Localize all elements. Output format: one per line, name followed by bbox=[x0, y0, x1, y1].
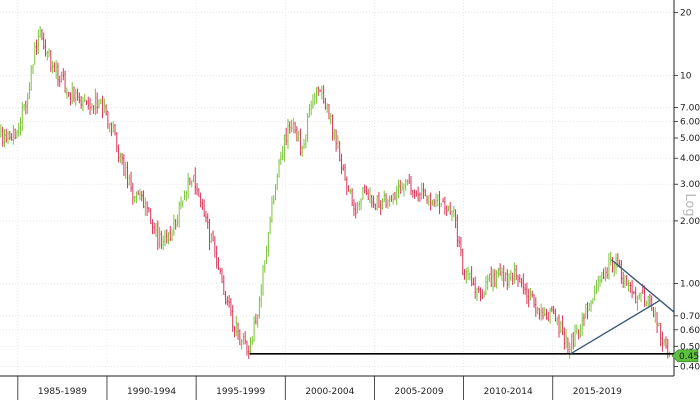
y-tick-label: 20 bbox=[680, 9, 692, 19]
trendline bbox=[570, 299, 661, 355]
last-price-label: 0.45 bbox=[679, 352, 699, 362]
y-tick-label: 1.00 bbox=[680, 280, 700, 290]
y-tick-label: 10 bbox=[680, 71, 692, 81]
x-tick-label: 1985-1989 bbox=[38, 387, 87, 397]
y-tick-label: 5.00 bbox=[680, 134, 700, 144]
y-tick-label: 2.00 bbox=[680, 217, 700, 227]
y-tick-label: 3.00 bbox=[680, 180, 700, 190]
y-axis-label: Log bbox=[682, 193, 697, 216]
annotation-layer bbox=[249, 259, 675, 355]
candlestick-series bbox=[0, 25, 671, 359]
x-tick-label: 1995-1999 bbox=[216, 387, 265, 397]
last-price-badge bbox=[671, 349, 699, 363]
y-tick-label: 4.00 bbox=[680, 154, 700, 164]
x-tick-label: 2010-2014 bbox=[484, 387, 533, 397]
y-tick-label: 0.50 bbox=[680, 342, 700, 352]
y-tick-label: 0.60 bbox=[680, 326, 700, 336]
x-tick-label: 2000-2004 bbox=[305, 387, 354, 397]
x-tick-label: 2015-2019 bbox=[573, 387, 622, 397]
y-tick-label: 0.70 bbox=[680, 312, 700, 322]
trendline bbox=[611, 259, 675, 313]
y-tick-label: 0.40 bbox=[680, 362, 700, 372]
y-tick-label: 6.00 bbox=[680, 118, 700, 128]
y-tick-label: 7.00 bbox=[680, 104, 700, 114]
x-tick-label: 2005-2009 bbox=[394, 387, 443, 397]
x-tick-label: 1990-1994 bbox=[127, 387, 176, 397]
grid-layer bbox=[0, 0, 674, 376]
